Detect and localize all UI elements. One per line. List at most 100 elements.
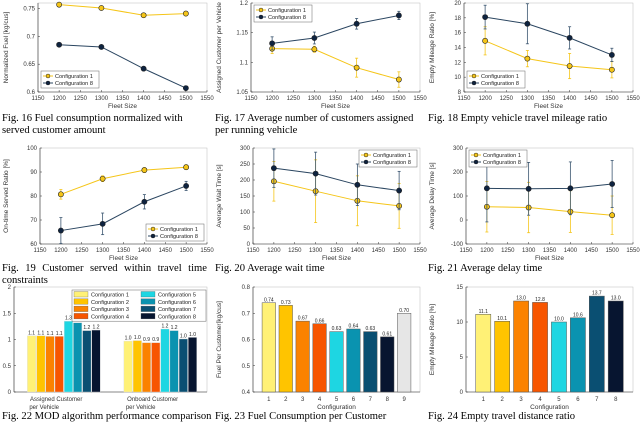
fig16-ylabel: Normalized Fuel [kg/cus] <box>3 12 10 84</box>
fig21-legend-marker <box>473 152 479 158</box>
fig22-bar-label: 1.2 <box>161 324 168 330</box>
fig22-legend-swatch <box>73 291 89 298</box>
fig18-data-point <box>524 55 531 62</box>
fig20-xlabel: Fleet Size <box>322 255 351 262</box>
fig23-xtick-label: 8 <box>386 397 390 403</box>
fig17-data-point <box>353 20 360 27</box>
fig20-series-2 <box>270 148 403 211</box>
fig19-data-point <box>183 164 190 171</box>
fig17-series-line <box>272 14 399 44</box>
fig24-xlabel: Configuration <box>530 404 569 411</box>
fig19-legend-marker <box>150 226 156 232</box>
fig22-bar <box>123 340 133 393</box>
fig23-ytick-label: 0.7 <box>242 311 251 317</box>
fig17-series-line <box>272 48 400 81</box>
fig17-data-point <box>395 12 402 19</box>
fig19-data-point <box>57 227 64 234</box>
fig18-xlabel: Fleet Size <box>534 103 563 110</box>
fig24-xtick-label: 6 <box>576 397 580 403</box>
fig18-series-1 <box>482 26 615 80</box>
fig18-ytick-label: 12 <box>454 60 461 66</box>
fig16-series-line <box>59 44 187 89</box>
fig23-ytick-label: 0.5 <box>242 364 251 370</box>
fig22-bar-label: 1.1 <box>37 330 44 336</box>
fig19-ytick-label: 100 <box>27 146 38 152</box>
fig23-xtick-label: 6 <box>352 397 356 403</box>
fig19-legend-marker <box>150 233 156 239</box>
fig18-ytick-label: 14 <box>454 46 461 52</box>
fig22-bar <box>160 328 170 393</box>
fig20-ytick-label: 250 <box>240 162 251 168</box>
fig19-series-2 <box>57 180 190 244</box>
fig20-data-point <box>270 165 277 172</box>
fig16-xtick-label: 1500 <box>179 96 193 102</box>
fig17-legend-marker <box>258 14 264 20</box>
fig23-bar-label: 0.64 <box>349 324 359 330</box>
fig18-ylabel: Empty Mileage Ratio [%] <box>429 12 436 83</box>
fig19-chart: 60 70 80 90 100 On-time Served Ratio [%] 1150 1… <box>3 146 214 262</box>
fig18-data-point <box>566 34 573 41</box>
fig20-legend-box <box>358 149 418 168</box>
fig23-bar-label: 0.66 <box>315 318 325 324</box>
fig16-xtick-label: 1200 <box>52 96 66 102</box>
fig24-ytick-label: 10 <box>456 320 463 326</box>
fig24-bar <box>532 302 548 393</box>
fig21-legend-label: Configuration 1 <box>483 153 521 159</box>
fig19-ytick-label: 90 <box>30 170 37 176</box>
fig22-legend-swatch <box>140 298 156 305</box>
fig18-chart: 8 10 12 14 16 18 20 Empty Mileage Ratio [%] 1150… <box>429 1 640 110</box>
fig20-xtick-label: 1550 <box>413 248 427 254</box>
fig16-caption: Fig. 16 Fuel consumption normalized with… <box>2 113 183 136</box>
fig23-xtick-label: 2 <box>284 397 288 403</box>
fig17-ytick-label: 1.1 <box>240 60 249 66</box>
fig19-legend-label: Configuration 1 <box>160 227 198 233</box>
fig17-data-point <box>311 35 318 41</box>
fig22-bar-label: 1.1 <box>28 330 35 336</box>
fig16-data-point <box>140 65 147 72</box>
fig18-data-point <box>524 20 531 27</box>
fig17-xtick-label: 1550 <box>413 96 427 102</box>
fig23-bar <box>363 331 378 393</box>
fig19-data-point <box>99 220 106 227</box>
fig16-panel: 0.6 0.65 0.7 0.75 Normalized Fuel [kg/cus] 11… <box>0 0 214 136</box>
fig21-ylabel: Average Delay Time [s] <box>429 162 436 229</box>
fig24-bar <box>494 321 510 393</box>
fig16-data-point <box>98 44 105 50</box>
fig21-ytick-label: 300 <box>453 146 464 152</box>
fig22-bar-label: 1.0 <box>125 336 132 342</box>
fig23-bar-label: 0.74 <box>264 297 274 303</box>
fig22-legend-box <box>71 289 207 322</box>
fig22-bar <box>63 320 73 393</box>
fig19-xtick-label: 1450 <box>159 248 173 254</box>
fig16-data-point <box>56 1 63 8</box>
fig17-ytick-label: 1.15 <box>236 31 248 37</box>
fig20-legend-marker <box>363 159 369 165</box>
fig23-bar <box>397 313 412 393</box>
fig17-xtick-label: 1150 <box>245 96 259 102</box>
fig19-ylabel: On-time Served Ratio [%] <box>3 159 10 233</box>
fig20-xtick-label: 1400 <box>351 248 365 254</box>
fig22-legend-label: Configuration 6 <box>158 300 196 306</box>
fig24-bar <box>570 317 586 393</box>
fig20-ytick-label: 100 <box>240 210 251 216</box>
fig24-xtick-label: 1 <box>482 397 486 403</box>
fig24-axes: 0 5 10 15 Empty Mileage Ratio [%] 1 2 3 4 5 6 7 8 Con… <box>429 285 634 411</box>
fig20-panel: 0 50 100 150 200 250 300 Average Wait Time [s] 1… <box>213 135 427 280</box>
fig22-bar <box>132 340 142 393</box>
fig17-data-point <box>353 64 360 71</box>
fig23-bar-label: 0.70 <box>399 308 409 314</box>
fig21-xtick-label: 1400 <box>564 248 578 254</box>
fig22-bar <box>188 337 197 393</box>
fig19-ytick-label: 70 <box>30 218 37 224</box>
fig17-ytick-label: 1.2 <box>240 1 249 7</box>
fig20-series-line <box>273 167 400 192</box>
fig17-ylabel: Assigned Customer per Vehicle <box>216 2 223 93</box>
fig22-legend-label: Configuration 2 <box>91 300 129 306</box>
fig16-data-point <box>182 10 189 17</box>
fig17-xtick-label: 1250 <box>287 96 301 102</box>
fig22-bar <box>151 342 161 393</box>
fig20-ytick-label: 150 <box>240 194 251 200</box>
fig21-ytick-label: 200 <box>453 170 464 176</box>
fig19-xtick-label: 1200 <box>54 248 68 254</box>
